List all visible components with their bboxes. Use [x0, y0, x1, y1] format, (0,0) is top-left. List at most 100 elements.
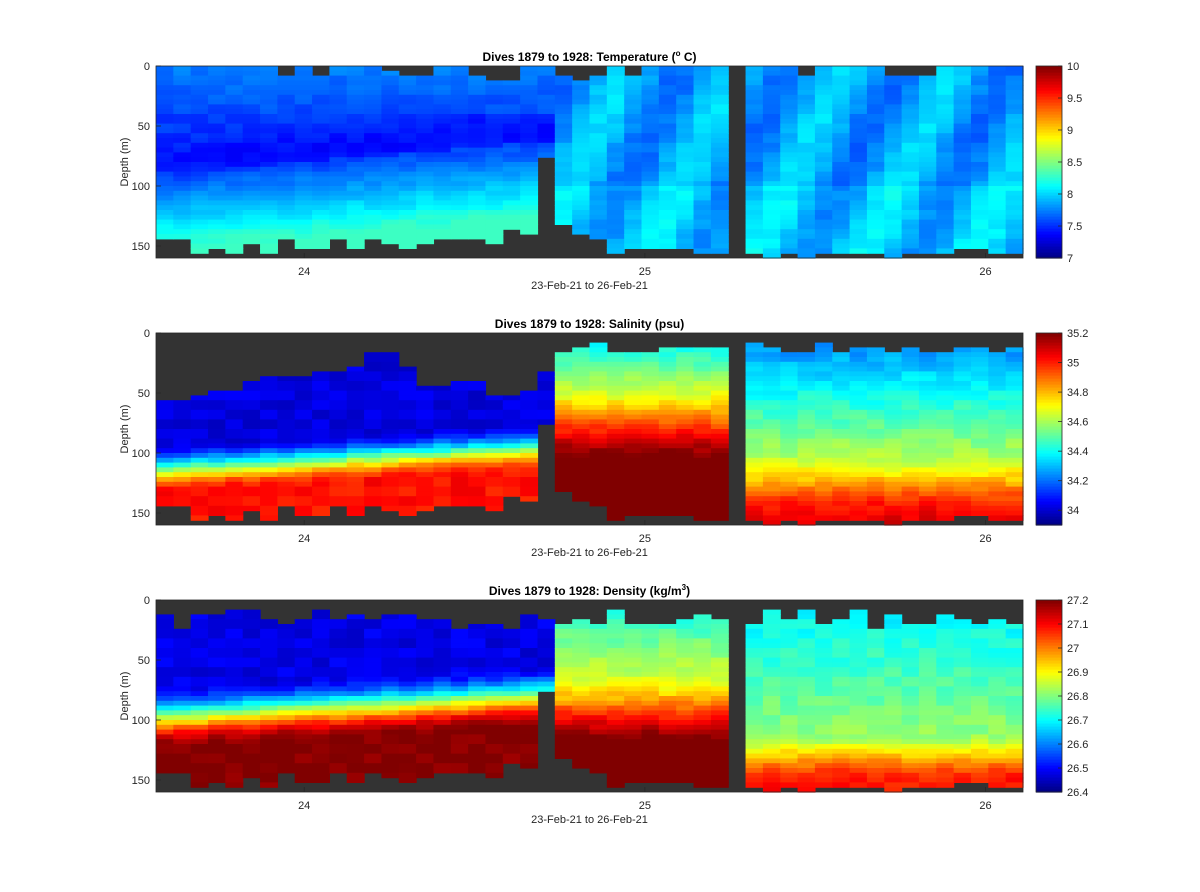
heatmap-cell: [208, 633, 226, 639]
heatmap-cell: [1005, 376, 1024, 382]
heatmap-cell: [572, 710, 591, 716]
heatmap-cell: [624, 758, 643, 764]
heatmap-cell: [329, 633, 348, 639]
heatmap-cell: [364, 366, 383, 372]
heatmap-cell: [173, 652, 192, 659]
heatmap-cell: [554, 700, 573, 707]
heatmap-cell: [866, 462, 885, 468]
heatmap-cell: [658, 210, 677, 216]
heatmap-cell: [294, 672, 313, 678]
heatmap-cell: [173, 657, 192, 663]
heatmap-cell: [225, 200, 244, 206]
heatmap-cell: [849, 104, 868, 110]
heatmap-cell: [468, 491, 487, 497]
heatmap-cell: [1005, 109, 1024, 115]
heatmap-cell: [918, 214, 937, 221]
heatmap-cell: [502, 224, 521, 230]
heatmap-cell: [710, 619, 729, 625]
heatmap-cell: [762, 405, 781, 411]
heatmap-cell: [676, 657, 695, 663]
heatmap-cell: [260, 657, 278, 663]
heatmap-cell: [225, 409, 244, 416]
heatmap-cell: [156, 501, 174, 507]
heatmap-cell: [156, 229, 174, 235]
heatmap-cell: [970, 176, 989, 182]
heatmap-cell: [520, 80, 539, 86]
heatmap-cell: [294, 715, 313, 721]
heatmap-cell: [676, 734, 695, 740]
heatmap-cell: [242, 114, 261, 120]
heatmap-cell: [277, 744, 296, 750]
heatmap-cell: [433, 176, 452, 182]
heatmap-cell: [520, 491, 539, 497]
heatmap-cell: [814, 114, 833, 120]
heatmap-cell: [1005, 477, 1024, 483]
heatmap-cell: [156, 433, 174, 440]
heatmap-cell: [901, 142, 920, 149]
heatmap-cell: [416, 166, 435, 173]
heatmap-cell: [156, 734, 174, 740]
heatmap-cell: [589, 219, 608, 225]
heatmap-cell: [762, 114, 781, 120]
colorbar-segment: [1036, 354, 1062, 358]
heatmap-cell: [901, 457, 920, 464]
heatmap-cell: [364, 409, 383, 416]
heatmap-cell: [866, 224, 885, 230]
heatmap-cell: [433, 710, 452, 716]
heatmap-cell: [641, 457, 660, 464]
heatmap-cell: [260, 162, 278, 168]
heatmap-cell: [520, 657, 539, 663]
heatmap-cell: [676, 366, 695, 372]
heatmap-cell: [780, 720, 799, 726]
heatmap-cell: [1005, 166, 1024, 173]
heatmap-cell: [745, 128, 764, 134]
heatmap-cell: [849, 696, 868, 702]
panel-3: Dives 1879 to 1928: Density (kg/m3)05010…: [119, 583, 1088, 826]
heatmap-cell: [416, 114, 435, 120]
heatmap-cell: [658, 720, 677, 726]
heatmap-cell: [1005, 157, 1024, 163]
heatmap-cell: [1005, 128, 1024, 134]
heatmap-cell: [433, 147, 452, 153]
colorbar-segment: [1036, 444, 1062, 448]
heatmap-cell: [988, 171, 1007, 177]
heatmap-cell: [797, 753, 816, 759]
heatmap-cell: [433, 385, 452, 392]
heatmap-cell: [242, 772, 261, 779]
heatmap-cell: [242, 662, 261, 668]
heatmap-cell: [554, 114, 573, 120]
heatmap-cell: [416, 768, 435, 774]
heatmap-cell: [797, 385, 816, 392]
heatmap-cell: [901, 104, 920, 110]
heatmap-cell: [658, 729, 677, 735]
heatmap-cell: [953, 171, 972, 177]
heatmap-cell: [433, 214, 452, 221]
heatmap-cell: [693, 381, 712, 387]
heatmap-cell: [641, 210, 660, 216]
heatmap-cell: [832, 715, 851, 721]
heatmap-cell: [953, 99, 972, 105]
heatmap-cell: [832, 376, 851, 382]
heatmap-cell: [832, 181, 851, 187]
heatmap-cell: [520, 409, 539, 416]
heatmap-cell: [745, 171, 764, 177]
heatmap-cell: [745, 467, 764, 473]
heatmap-cell: [953, 214, 972, 221]
heatmap-cell: [381, 409, 400, 416]
heatmap-cell: [832, 219, 851, 225]
heatmap-cell: [485, 648, 504, 654]
heatmap-cell: [745, 85, 764, 91]
heatmap-cell: [485, 234, 504, 240]
heatmap-cell: [572, 657, 591, 663]
heatmap-cell: [884, 176, 903, 182]
heatmap-cell: [502, 453, 521, 459]
heatmap-cell: [329, 385, 348, 392]
heatmap-cell: [641, 486, 660, 492]
heatmap-cell: [381, 414, 400, 420]
heatmap-cell: [988, 390, 1007, 396]
heatmap-cell: [294, 472, 313, 478]
heatmap-cell: [173, 133, 192, 139]
heatmap-cell: [745, 734, 764, 740]
heatmap-cell: [832, 152, 851, 158]
heatmap-cell: [745, 248, 764, 254]
